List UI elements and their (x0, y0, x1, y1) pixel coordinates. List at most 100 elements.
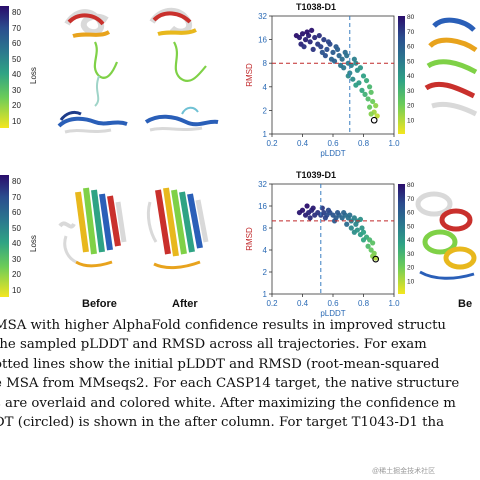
data-point (344, 53, 350, 59)
data-point (367, 104, 373, 110)
colorbar-tick-label: 70 (12, 23, 21, 33)
data-point (304, 203, 310, 209)
chart-colorbar (398, 16, 405, 134)
chart-colorbar-tick: 40 (407, 237, 414, 244)
chart-colorbar (398, 184, 405, 294)
data-point (360, 73, 367, 79)
y-tick-label: 4 (263, 246, 268, 255)
data-point (296, 34, 303, 41)
chart-colorbar-tick: 60 (407, 44, 414, 51)
data-point (365, 243, 371, 249)
x-axis-label: pLDDT (320, 309, 345, 318)
circled-point (372, 255, 380, 263)
caption-line: otted lines show the initial pLDDT and R… (0, 356, 440, 372)
data-point (299, 207, 306, 213)
chart-colorbar-tick: 20 (407, 265, 414, 272)
data-point (351, 56, 357, 62)
data-point (312, 34, 318, 41)
data-point (360, 229, 367, 235)
data-point (362, 91, 368, 97)
data-point (316, 32, 322, 39)
chart-colorbar-tick: 70 (407, 196, 414, 203)
data-point (324, 46, 330, 52)
protein-before-t1038 (57, 9, 128, 134)
data-point (347, 212, 353, 218)
data-point (344, 221, 350, 227)
chart-colorbar-tick: 80 (407, 182, 414, 189)
data-point (370, 98, 376, 105)
protein-partial-right-bottom (415, 191, 477, 280)
chart-colorbar-tick: 30 (407, 251, 414, 258)
data-point (299, 31, 306, 37)
data-point (353, 60, 359, 66)
colorbar-tick-label: 10 (12, 285, 21, 295)
data-point (325, 207, 332, 213)
colorbar-tick-label: 80 (12, 8, 21, 17)
y-tick-label: 32 (258, 12, 267, 21)
data-point (367, 84, 373, 90)
chart-colorbar-tick: 30 (407, 88, 414, 95)
data-point (328, 56, 335, 62)
chart-colorbar-tick: 10 (407, 278, 414, 285)
data-point (353, 221, 359, 227)
x-axis-label: pLDDT (320, 149, 345, 158)
protein-before-t1039 (58, 187, 127, 268)
data-point (373, 103, 379, 109)
chart-title-bottom: T1039-D1 (296, 170, 337, 180)
data-point (374, 113, 380, 119)
colorbar-tick-label: 30 (12, 254, 21, 264)
data-point (353, 82, 359, 88)
data-point (321, 37, 327, 43)
x-tick-label: 1.0 (388, 299, 400, 308)
colorbar-tick-label: 20 (12, 101, 21, 110)
y-tick-label: 16 (258, 202, 267, 211)
caption-line: the sampled pLDDT and RMSD across all tr… (0, 337, 427, 353)
colorbar-tick-label: 80 (12, 177, 21, 186)
y-axis-label: RMSD (245, 227, 254, 251)
data-point (322, 215, 328, 221)
x-tick-label: 0.2 (266, 139, 278, 148)
colorbar-tick-label: 40 (12, 70, 21, 79)
colorbar-tick-label: 10 (12, 116, 21, 126)
x-tick-label: 0.2 (266, 299, 278, 308)
x-tick-label: 1.0 (388, 139, 400, 148)
data-point (310, 205, 316, 211)
data-point (330, 49, 336, 55)
y-tick-label: 16 (258, 36, 267, 45)
data-point (348, 225, 354, 231)
data-point (307, 39, 313, 45)
colorbar-tick-label: 60 (12, 208, 21, 217)
chart-colorbar-tick: 60 (407, 210, 414, 217)
caption-line: MSA with higher AlphaFold confidence res… (0, 318, 446, 333)
scatter-chart-t1039: 0.2 0.4 0.6 0.8 1.0 32 16 8 4 2 1 pLDDT RMSD 80 70 60 50… (245, 180, 414, 318)
data-point (334, 46, 341, 52)
x-tick-label: 0.8 (358, 299, 370, 308)
data-point (338, 62, 344, 68)
x-tick-label: 0.8 (358, 139, 370, 148)
data-point (350, 76, 356, 82)
colorbar-gradient (0, 6, 9, 128)
circled-point (370, 116, 378, 124)
data-point (370, 240, 376, 246)
chart-colorbar-tick: 50 (407, 223, 414, 230)
data-point (318, 44, 324, 50)
y-tick-label: 2 (263, 106, 268, 115)
data-point (368, 89, 374, 95)
y-tick-label: 4 (263, 83, 268, 92)
data-point (310, 46, 316, 52)
figure-caption: MSA with higher AlphaFold confidence res… (0, 316, 480, 432)
protein-after-t1038 (144, 7, 219, 132)
colorbar-gradient (0, 175, 9, 297)
y-tick-label: 1 (263, 130, 268, 139)
protein-partial-right-top (424, 17, 478, 117)
y-axis-label: RMSD (245, 63, 254, 87)
colorbar-tick-label: 40 (12, 239, 21, 248)
scatter-chart-t1038: 0.2 0.4 0.6 0.8 1.0 32 16 8 4 2 1 pLDDT RMSD 80 70 60 50… (245, 12, 414, 158)
chart-colorbar-tick: 10 (407, 117, 414, 124)
chart-colorbar-tick: 80 (407, 14, 414, 21)
data-point (357, 65, 364, 71)
chart-title-top: T1038-D1 (296, 2, 337, 12)
label-right-partial: Be (458, 298, 473, 310)
caption-line: e MSA from MMseqs2. For each CASP14 targ… (0, 376, 460, 392)
colorbar-tick-label: 20 (12, 270, 21, 279)
